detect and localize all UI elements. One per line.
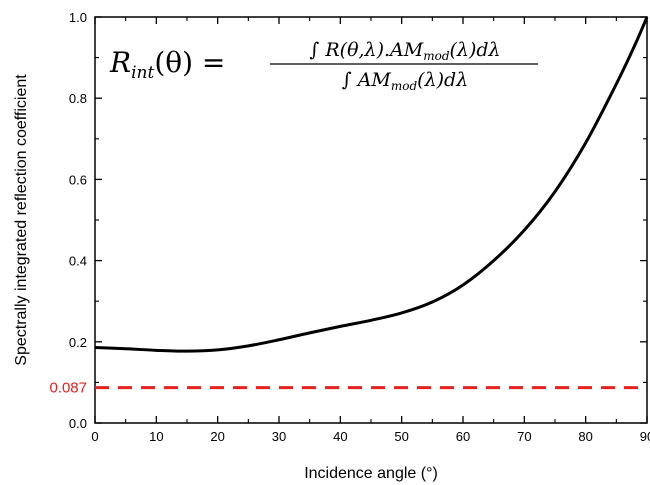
x-tick-label: 20 bbox=[210, 429, 224, 444]
x-tick-label: 0 bbox=[91, 429, 98, 444]
y-tick-label: 1.0 bbox=[69, 10, 87, 25]
formula-annotation: Rint(θ) = ∫ R(θ,λ).AMmod(λ)dλ ∫ AMmod(λ)… bbox=[109, 39, 538, 93]
x-tick-label: 70 bbox=[517, 429, 531, 444]
x-tick-label: 30 bbox=[272, 429, 286, 444]
y-axis-title: Spectrally integrated reflection coeffic… bbox=[13, 74, 30, 366]
y-tick-label: 0.2 bbox=[69, 335, 87, 350]
tick-labels: 0 10 20 30 40 50 60 70 80 90 0.0 0.2 0.4 0.6 0.8 1.0 bbox=[69, 10, 650, 444]
x-tick-label: 90 bbox=[640, 429, 650, 444]
x-tick-label: 60 bbox=[456, 429, 470, 444]
y-tick-label: 0.4 bbox=[69, 254, 87, 269]
formula-denominator: ∫ AMmod(λ)dλ bbox=[342, 69, 469, 93]
x-tick-label: 50 bbox=[394, 429, 408, 444]
x-tick-label: 10 bbox=[149, 429, 163, 444]
x-tick-label: 40 bbox=[333, 429, 347, 444]
y-tick-label: 0.8 bbox=[69, 91, 87, 106]
reference-line-label: 0.087 bbox=[49, 380, 87, 397]
formula-lhs: Rint(θ) = bbox=[109, 46, 225, 83]
series-line bbox=[94, 16, 649, 353]
data-series bbox=[94, 16, 649, 353]
x-tick-label: 80 bbox=[578, 429, 592, 444]
y-tick-label: 0.0 bbox=[69, 416, 87, 431]
formula-numerator: ∫ R(θ,λ).AMmod(λ)dλ bbox=[309, 39, 500, 63]
x-axis-title: Incidence angle (°) bbox=[304, 465, 438, 482]
y-tick-label: 0.6 bbox=[69, 172, 87, 187]
